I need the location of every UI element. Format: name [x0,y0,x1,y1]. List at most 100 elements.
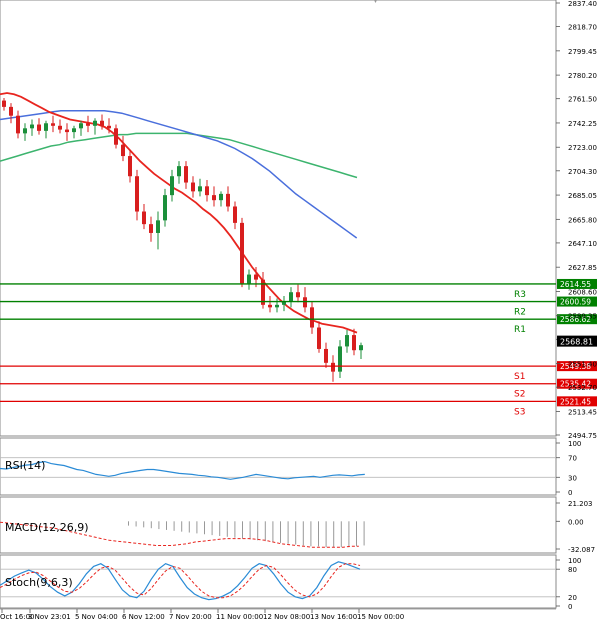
candle-body [352,335,356,351]
level-label-s1: S1 [514,372,525,382]
rsi-label: RSI(14) [5,459,45,472]
main-y-axis: 2837.40 2818.70 2799.45 2780.20 2761.50 2742.… [556,0,597,440]
macd-histogram [128,521,365,548]
level-lines: 2614.55 R3 2600.59 R2 2586.62 R1 2549.38 S1 2535… [0,278,597,417]
stoch-tick-label: 100 [568,557,581,565]
ma-lines [0,92,358,334]
candle-body [135,176,139,212]
candle-body [86,123,90,126]
macd-panel-frame [0,496,557,554]
y-tick-label: 2627.85 [568,264,597,272]
x-tick-label: 6 Nov 12:00 [122,613,165,621]
level-value-r3: 2614.55 [560,280,591,289]
y-tick-label: 2665.80 [568,216,597,224]
candle-body [254,274,258,280]
level-tag-bg [557,396,597,407]
ma-blue-line [0,109,358,239]
y-tick-label: 2532.70 [568,384,597,392]
y-tick-label: 2742.25 [568,120,597,128]
macd-bar [181,521,183,532]
y-tick-label: 2818.70 [568,24,597,32]
level-tag-bg [557,278,597,289]
macd-bar [302,521,304,546]
candle-body [212,195,216,201]
macd-bar [128,521,129,526]
stoch-label: Stoch(9,6,3) [5,576,73,589]
candle-body [30,124,34,129]
macd-bar [143,521,145,528]
y-tick-label: 2704.30 [568,168,597,176]
macd-bar [356,521,357,547]
macd-bar [318,521,319,547]
macd-bar [257,521,259,541]
macd-bar [264,521,266,542]
macd-bar [158,521,160,530]
stoch-tick-label: 20 [568,594,577,602]
level-label-s3: S3 [514,407,525,417]
candles-group [2,98,363,382]
candle-body [359,345,363,351]
level-value-r2: 2600.59 [560,298,591,307]
macd-bar [310,521,312,547]
macd-bar [333,521,335,548]
macd-bar [242,521,243,539]
x-tick-label: Oct 16:00 [0,613,35,621]
x-tick-label: 7 Nov 20:00 [169,613,212,621]
candle-body [275,304,279,308]
level-tag-bg [557,361,597,372]
macd-y-axis: 21.203 0.00 -32.087 [556,500,595,554]
candle-body [58,125,62,130]
candle-body [121,144,125,157]
candle-body [37,124,41,131]
rsi-tick-label: 30 [568,474,577,482]
macd-tick-label: -32.087 [568,546,595,554]
candle-body [268,304,272,308]
main-price-panel[interactable]: 2614.55 R3 2600.59 R2 2586.62 R1 2549.38 S1 2535… [0,0,597,440]
level-label-r3: R3 [514,290,526,300]
rsi-panel[interactable]: RSI(14) 100 70 30 0 [0,437,581,497]
x-tick-label: 13 Nov 16:00 [310,613,357,621]
candle-body [156,220,160,233]
macd-bar [150,521,152,529]
macd-panel[interactable]: MACD(12,26,9) 21.203 0.00 -32.087 [0,496,595,554]
level-tag-bg [557,314,597,325]
y-tick-label: 2513.45 [568,408,597,416]
macd-bar [219,521,221,536]
candle-body [51,123,55,126]
candle-body [128,156,132,177]
level-value-s3: 2521.45 [560,397,591,406]
x-tick-label: 12 Nov 08:00 [263,613,310,621]
macd-bar [249,521,251,540]
rsi-tick-label: 100 [568,440,581,448]
candle-body [9,106,13,116]
macd-bar [226,521,228,537]
candle-body [219,193,223,201]
level-value-s2: 2535.42 [560,380,591,389]
current-price-tag: 2568.81 [560,338,593,347]
macd-bar [363,521,365,546]
y-tick-label: 2589.35 [568,313,597,321]
candle-body [163,195,167,221]
level-label-s2: S2 [514,390,525,400]
macd-bar [287,521,289,544]
y-tick-label: 2799.45 [568,48,597,56]
candle-body [79,123,83,129]
stoch-tick-label: 80 [568,566,577,574]
y-tick-label: 2608.60 [568,288,597,296]
y-tick-label: 2723.00 [568,144,597,152]
x-tick-label: 3 Nov 23:01 [28,613,71,621]
candle-body [72,128,76,133]
candle-body [247,274,251,284]
candle-body [170,176,174,196]
y-tick-label: 2761.50 [568,96,597,104]
level-value-s1: 2549.38 [560,362,591,371]
macd-bar [204,521,205,535]
level-value-r1: 2586.62 [560,315,591,324]
macd-bar [280,521,281,543]
rsi-y-axis: 100 70 30 0 [556,440,581,497]
y-tick-label: 2837.40 [568,0,597,8]
candle-body [296,292,300,298]
